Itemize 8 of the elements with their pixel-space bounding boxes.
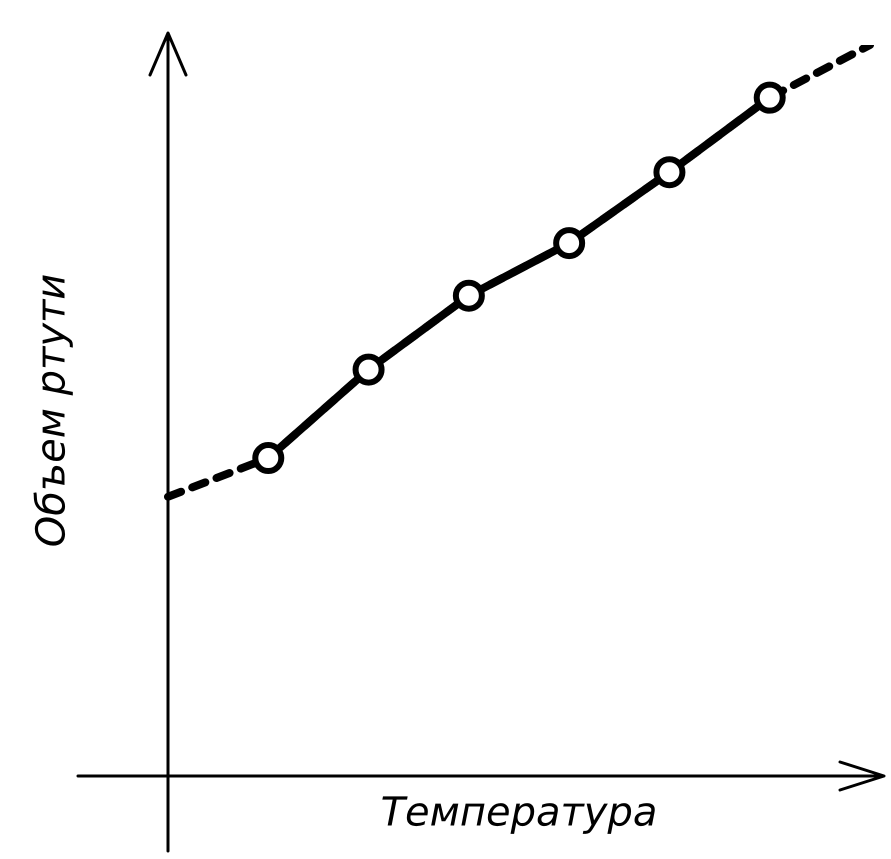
x-axis-title: Температура <box>380 789 658 836</box>
point <box>754 82 786 114</box>
point <box>553 227 586 260</box>
point <box>452 280 485 312</box>
point <box>653 156 686 188</box>
y-axis-title: Объем ртути <box>28 274 74 548</box>
point <box>252 442 284 474</box>
point <box>352 354 385 386</box>
